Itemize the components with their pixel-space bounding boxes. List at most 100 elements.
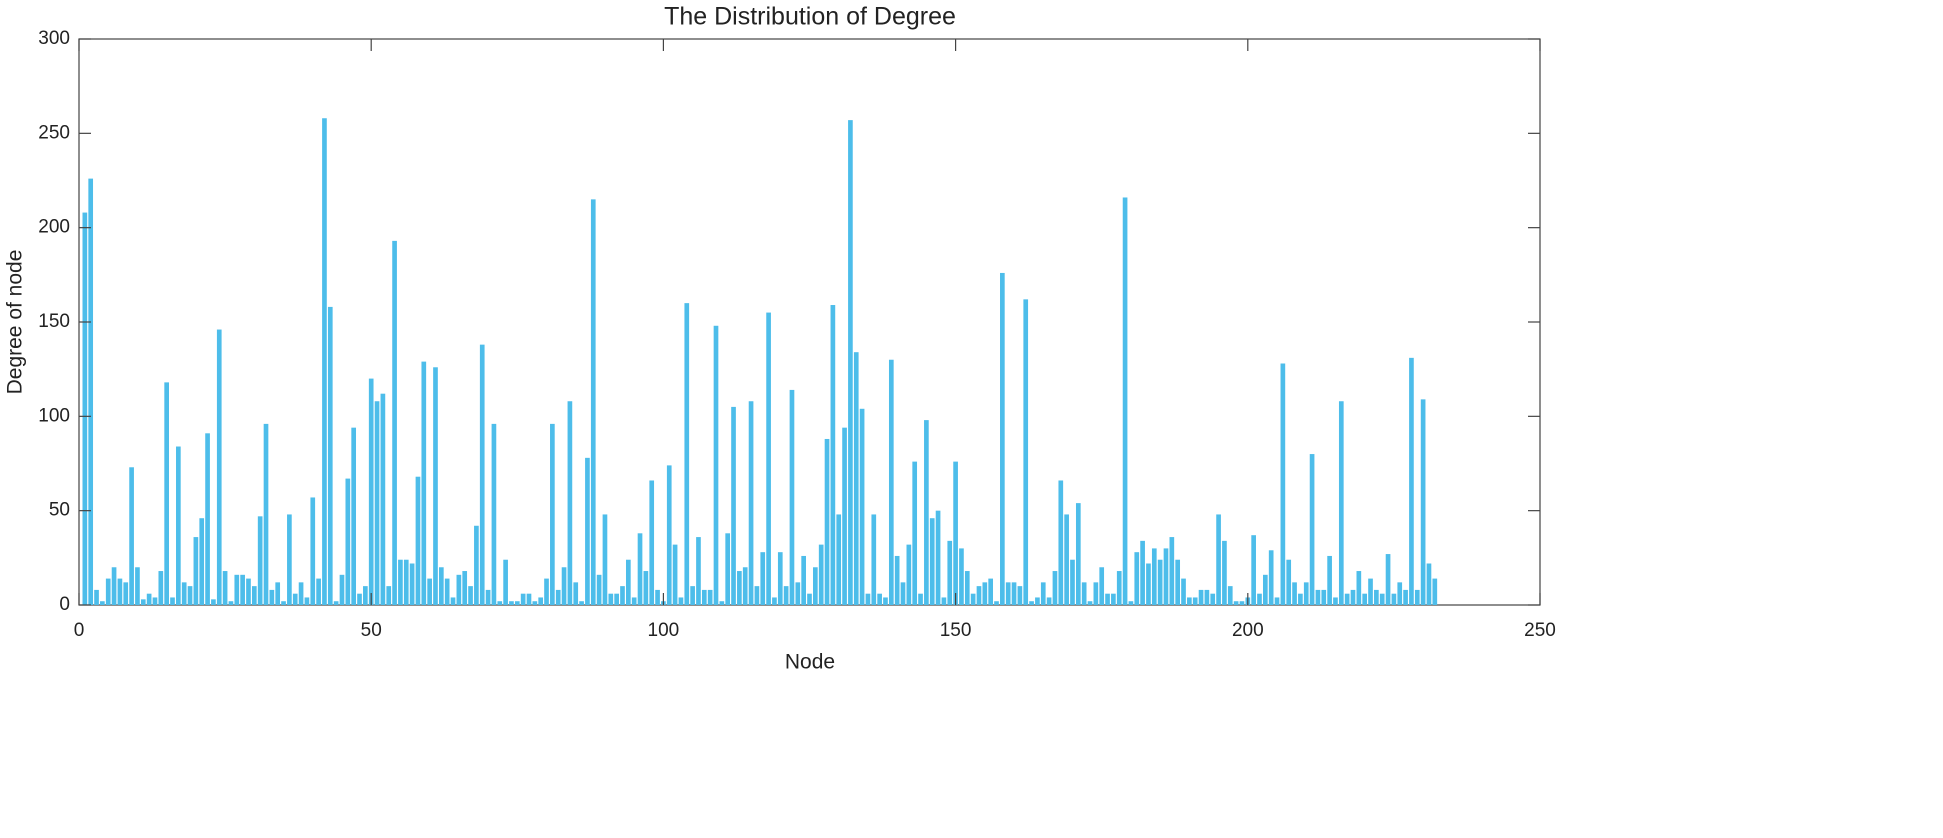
bar	[1414, 589, 1420, 605]
y-axis-label: Degree of node	[4, 250, 27, 395]
y-tick-label: 150	[38, 311, 70, 332]
bar	[433, 367, 438, 605]
bar	[479, 344, 485, 605]
bar	[573, 582, 579, 605]
bar	[216, 329, 222, 605]
bar	[509, 601, 514, 605]
bar	[625, 559, 631, 605]
bar	[1239, 601, 1245, 605]
bar	[1035, 597, 1040, 605]
bar	[1181, 578, 1186, 605]
bar	[1005, 582, 1011, 605]
bar	[1426, 563, 1432, 605]
bar	[140, 599, 146, 605]
bar	[742, 567, 748, 605]
bar	[1175, 559, 1181, 605]
y-tick-label: 200	[38, 217, 70, 238]
bar	[111, 567, 117, 605]
bar	[100, 601, 105, 605]
bar	[935, 510, 941, 605]
bar	[310, 497, 316, 605]
bar	[848, 120, 853, 606]
bar	[1262, 574, 1268, 605]
bar	[287, 514, 292, 605]
bar	[298, 582, 304, 605]
bar	[883, 597, 888, 605]
bar	[374, 401, 380, 605]
bar	[1292, 582, 1297, 605]
bar	[719, 601, 725, 605]
bar	[976, 586, 982, 605]
bar	[947, 540, 953, 605]
bar	[713, 325, 719, 605]
bar	[818, 544, 824, 605]
bar	[982, 582, 988, 605]
bar	[164, 382, 169, 605]
bar	[813, 567, 818, 605]
bar	[152, 597, 158, 605]
bar	[1157, 559, 1163, 605]
bar	[988, 578, 994, 605]
x-tick-label: 50	[361, 620, 382, 641]
y-tick-label: 0	[59, 594, 70, 615]
bar	[596, 574, 602, 605]
bar	[590, 199, 596, 605]
bar	[801, 555, 806, 605]
bar	[88, 178, 94, 605]
bar	[737, 571, 742, 605]
bar	[690, 586, 695, 605]
bar	[754, 586, 760, 605]
plot-frame	[78, 38, 1541, 606]
bar	[561, 567, 567, 605]
y-tick-label: 100	[38, 405, 70, 426]
bar	[438, 567, 444, 605]
bar	[1420, 399, 1426, 605]
bar	[1046, 597, 1052, 605]
bar	[1286, 559, 1292, 605]
bar	[176, 446, 181, 605]
bar	[117, 578, 123, 605]
bar	[538, 597, 544, 605]
bar	[1111, 593, 1116, 605]
bar	[649, 480, 655, 605]
bar	[1274, 597, 1280, 605]
bar	[1397, 582, 1403, 605]
bar	[871, 514, 877, 605]
bar	[1204, 589, 1210, 605]
bar	[830, 305, 836, 605]
bar	[579, 601, 584, 605]
bar	[620, 586, 625, 605]
bar	[123, 582, 129, 605]
bar	[725, 533, 731, 605]
bar	[1303, 582, 1309, 605]
bar	[696, 537, 701, 605]
bar	[257, 516, 263, 605]
bar	[304, 597, 310, 605]
bar	[1134, 552, 1140, 605]
bar	[129, 467, 134, 605]
bar	[1128, 601, 1134, 605]
x-tick-label: 100	[648, 620, 680, 641]
bar	[1140, 540, 1145, 605]
bar	[842, 427, 847, 605]
bar	[1000, 272, 1005, 605]
y-tick-label: 300	[38, 28, 70, 49]
x-tick-label: 250	[1524, 620, 1556, 641]
bar	[1058, 480, 1064, 605]
bar	[906, 544, 912, 605]
bar	[263, 423, 269, 605]
bar	[135, 567, 140, 605]
bar	[222, 571, 228, 605]
bar	[351, 427, 357, 605]
bar	[1309, 454, 1315, 605]
bar	[82, 212, 88, 605]
bar	[643, 571, 649, 605]
bar	[760, 552, 766, 605]
bar	[567, 401, 573, 605]
bar	[234, 574, 240, 605]
bar	[918, 593, 923, 605]
bar	[246, 578, 251, 605]
bar	[1374, 589, 1379, 605]
bar	[888, 359, 894, 605]
